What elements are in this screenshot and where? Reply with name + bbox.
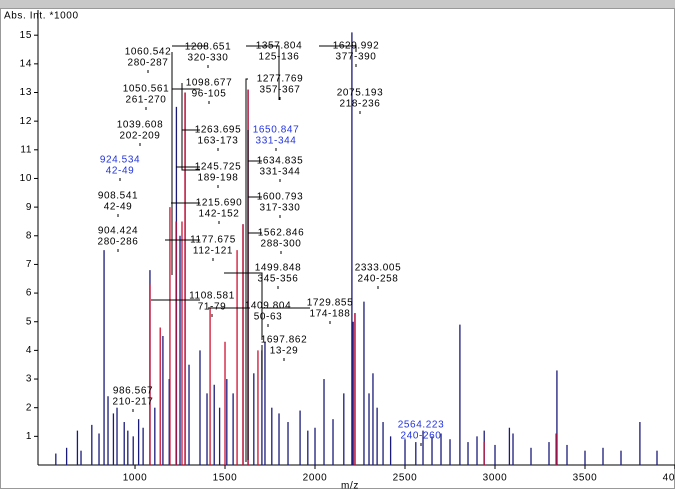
annotation-range: 50-63 [254,312,283,323]
annotation-mz: 1208.651 [185,42,232,53]
annotation-mz: 1650.847 [253,125,300,136]
connector [181,83,200,171]
x-tick-label: 3500 [573,473,598,484]
annotation-range: 377-390 [336,52,377,63]
x-tick-label: 2000 [303,473,328,484]
y-tick-label: 4 [26,345,32,356]
annotation-range: 174-188 [310,309,351,320]
y-tick-label: 5 [26,316,32,327]
y-tick-label: 15 [20,30,32,41]
x-axis-label: m/z [341,481,359,489]
annotation-mz: 1562.846 [258,228,305,239]
annotation-mz: 1357.804 [256,41,303,52]
annotation-mz: 1050.561 [123,84,170,95]
x-tick-label: 1500 [213,473,238,484]
connector [319,45,357,52]
y-tick-label: 12 [20,116,32,127]
annotation-range: 202-209 [120,131,161,142]
annotation-range: 218-236 [340,99,381,110]
annotation-range: 317-330 [260,203,301,214]
annotation-range: 280-286 [98,237,139,248]
annotation-range: 163-173 [198,136,239,147]
y-tick-label: 6 [26,288,32,299]
annotation-mz: 1060.542 [125,47,172,58]
annotation-range: 320-330 [188,53,229,64]
annotation-range: 240-260 [401,431,442,442]
annotation-mz: 1177.675 [190,235,236,246]
annotation-range: 240-258 [358,274,399,285]
annotation-range: 71-79 [198,302,227,313]
y-tick-label: 1 [26,431,32,442]
y-tick-label: 10 [20,173,32,184]
annotation-mz: 1634.835 [257,156,304,167]
y-tick-label: 2 [26,402,32,413]
connector [246,45,280,100]
annotation-range: 125-136 [259,52,300,63]
annotation-mz: 2075.193 [337,88,384,99]
annotation-range: 189-198 [198,173,239,184]
annotation-mz: 2333.005 [355,263,402,274]
y-tick-label: 8 [26,230,32,241]
x-tick-label: 4000 [663,473,675,484]
annotation-range: 331-344 [256,136,297,147]
annotation-mz: 1263.695 [195,125,242,136]
x-tick-label: 3000 [483,473,508,484]
annotation-mz: 986.567 [113,386,153,397]
annotation-range: 331-344 [260,167,301,178]
annotation-range: 261-270 [126,95,167,106]
annotation-mz: 1039.608 [117,120,164,131]
annotation-mz: 1600.793 [257,192,304,203]
annotation-mz: 908.541 [98,191,138,202]
annotation-mz: 1245.725 [195,162,242,173]
annotation-mz: 924.534 [100,155,140,166]
connector [224,272,263,340]
top-bar [0,0,675,8]
y-tick-label: 3 [26,374,32,385]
annotation-mz: 1098.677 [186,78,233,89]
y-tick-label: 7 [26,259,32,270]
annotation-range: 112-121 [193,246,233,257]
annotation-mz: 1409.804 [245,301,292,312]
annotation-range: 96-105 [192,89,227,100]
frame [0,8,675,489]
annotation-range: 142-152 [199,209,240,220]
connector [245,78,248,462]
annotation-range: 345-356 [258,274,299,285]
annotation-mz: 1729.855 [307,298,354,309]
y-tick-label: 9 [26,202,32,213]
y-axis-label: Abs. Int. *1000 [4,11,79,22]
annotation-range: 280-287 [128,58,169,69]
annotation-mz: 2564.223 [398,420,445,431]
y-tick-label: 13 [20,87,32,98]
x-tick-label: 2500 [393,473,418,484]
annotation-mz: 1697.862 [261,335,308,346]
annotation-mz: 1215.690 [196,198,243,209]
annotation-range: 357-367 [260,85,301,96]
annotation-range: 288-300 [261,239,302,250]
annotation-mz: 1629.992 [333,41,380,52]
annotation-range: 42-49 [104,202,133,213]
annotation-range: 42-49 [106,166,135,177]
x-tick-label: 1000 [123,473,148,484]
annotation-mz: 1108.581 [189,291,235,302]
annotation-range: 13-29 [270,346,299,357]
annotation-range: 210-217 [113,397,154,408]
annotation-mz: 1499.848 [255,263,302,274]
y-tick-label: 11 [20,144,32,155]
annotation-mz: 904.424 [98,226,138,237]
y-tick-label: 14 [20,58,32,69]
annotation-mz: 1277.769 [257,74,304,85]
